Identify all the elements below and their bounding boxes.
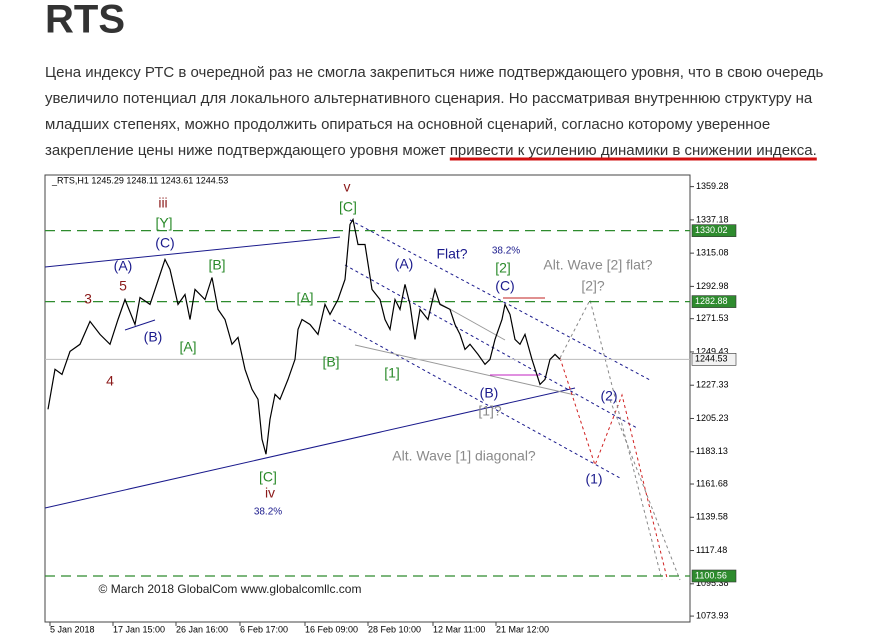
wave-lines xyxy=(44,219,681,581)
y-tick-label: 1095.38 xyxy=(696,578,729,588)
y-tick-label: 1161.68 xyxy=(696,478,728,488)
wave-label: (C) xyxy=(155,235,174,251)
gray-line xyxy=(354,344,576,396)
projection xyxy=(559,298,663,581)
y-tick-label: 1359.28 xyxy=(696,181,729,191)
wave-label: (A) xyxy=(114,258,133,274)
paragraph-line: Цена индексу РТС в очередной раз не смог… xyxy=(45,64,824,81)
x-tick-label: 12 Mar 11:00 xyxy=(433,624,485,634)
wave-label: [C] xyxy=(259,469,277,485)
projection xyxy=(609,399,681,581)
wave-label: (1) xyxy=(585,471,602,487)
price-box xyxy=(691,353,737,366)
y-tick-label: 1271.53 xyxy=(696,313,729,323)
wave-label: [C] xyxy=(339,199,357,215)
paragraph-highlight: привести к усилению динамики в снижении … xyxy=(450,142,817,159)
wave-label: [2]? xyxy=(581,278,605,294)
wave-label: [B] xyxy=(208,257,225,273)
x-tick-label: 6 Feb 17:00 xyxy=(240,624,288,634)
projection xyxy=(559,357,668,579)
trend-line xyxy=(44,236,341,268)
x-tick-label: 16 Feb 09:00 xyxy=(305,624,358,634)
page-title: RTS xyxy=(45,0,125,42)
wave-label: iv xyxy=(265,485,275,501)
wave-label: Alt. Wave [2] flat? xyxy=(543,257,652,273)
price-box xyxy=(691,295,737,308)
x-tick-label: 26 Jan 16:00 xyxy=(176,624,228,634)
price-line xyxy=(47,217,561,455)
wave-label: v xyxy=(344,179,351,195)
y-tick-label: 1249.43 xyxy=(696,346,729,356)
x-tick-label: 28 Feb 10:00 xyxy=(368,624,421,634)
x-tick-label: 5 Jan 2018 xyxy=(50,624,95,634)
wave-label: Alt. Wave [1] diagonal? xyxy=(392,448,536,464)
wave-label: iii xyxy=(158,195,167,211)
paragraph-line: закрепление цены ниже подтверждающего ур… xyxy=(45,142,450,159)
y-tick-label: 1073.93 xyxy=(696,610,729,620)
wave-label: 5 xyxy=(119,278,127,294)
price-box-label: 1244.53 xyxy=(695,354,728,364)
y-tick-label: 1292.98 xyxy=(696,281,729,291)
paragraph-line: увеличило потенциал для локального альте… xyxy=(45,90,813,107)
price-box-label: 1282.88 xyxy=(695,296,728,306)
paragraph-line: младших степенях, можно продолжить опира… xyxy=(45,116,770,133)
wave-label: [1] xyxy=(384,365,400,381)
y-tick-label: 1183.13 xyxy=(696,446,728,456)
price-box-label: 1100.56 xyxy=(695,570,727,580)
wave-label: [A] xyxy=(296,290,313,306)
channel-line xyxy=(332,319,621,479)
x-tick-label: 17 Jan 15:00 xyxy=(113,624,165,634)
y-tick-label: 1139.58 xyxy=(696,512,728,522)
wave-label: (2) xyxy=(600,388,617,404)
chart-frame xyxy=(44,174,691,623)
price-box xyxy=(691,569,737,583)
wave-label: [B] xyxy=(322,354,339,370)
wave-label: [2] xyxy=(495,260,511,276)
chart-header: _RTS,H1 1245.29 1248.11 1243.61 1244.53 xyxy=(51,175,228,185)
y-tick-label: 1117.48 xyxy=(696,545,727,555)
wave-label: (A) xyxy=(395,256,414,272)
wave-label: © March 2018 GlobalCom www.globalcomllc.… xyxy=(99,582,362,596)
wave-label: Flat? xyxy=(436,246,467,262)
wave-label: [Y] xyxy=(155,215,172,231)
wave-label: 38.2% xyxy=(492,246,520,257)
wave-label: [A] xyxy=(179,339,196,355)
y-tick-label: 1315.08 xyxy=(696,248,729,258)
y-tick-label: 1205.23 xyxy=(696,413,729,423)
wave-label: 4 xyxy=(106,373,114,389)
y-tick-label: 1227.33 xyxy=(696,380,729,390)
price-box xyxy=(691,224,737,237)
wave-label: (C) xyxy=(495,278,514,294)
y-tick-label: 1337.18 xyxy=(696,214,729,224)
wave-label: (B) xyxy=(144,329,163,345)
trend-line xyxy=(44,387,576,509)
trend-line xyxy=(124,319,156,331)
channel-line xyxy=(349,219,651,381)
wave-label: (B) xyxy=(480,385,499,401)
channel-line xyxy=(344,264,638,429)
wave-label: 3 xyxy=(84,291,92,307)
wave-label: 38.2% xyxy=(254,507,282,518)
x-tick-label: 21 Mar 12:00 xyxy=(496,624,549,634)
price-box-label: 1330.02 xyxy=(695,225,728,235)
wave-label: [1]? xyxy=(478,403,502,419)
